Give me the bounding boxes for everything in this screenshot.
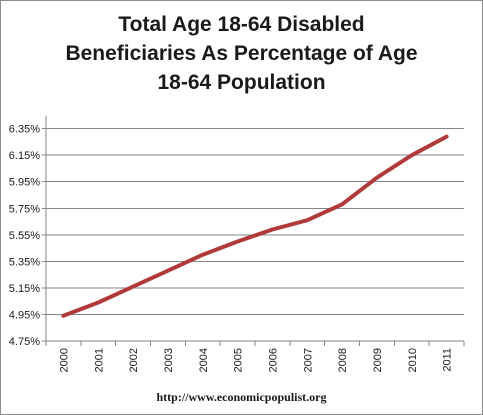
y-tick-label: 6.35%: [9, 124, 40, 136]
chart-title: Total Age 18-64 Disabled Beneficiaries A…: [65, 13, 418, 94]
x-tick-label: 2008: [337, 348, 349, 372]
x-tick-label: 2006: [267, 348, 279, 372]
x-tick-label: 2010: [407, 348, 419, 372]
x-tick-label: 2000: [58, 348, 70, 372]
y-tick-label: 6.15%: [9, 150, 40, 162]
x-tick-label: 2007: [302, 348, 314, 372]
series-line: [61, 134, 449, 318]
y-tick-label: 5.75%: [9, 203, 40, 215]
y-tick-label: 5.95%: [9, 177, 40, 189]
x-tick-label: 2002: [128, 348, 140, 372]
y-tick-label: 4.95%: [9, 309, 40, 321]
x-tick-label: 2003: [163, 348, 175, 372]
y-tick-label: 5.35%: [9, 256, 40, 268]
x-tick-label: 2009: [372, 348, 384, 372]
series-layer: [61, 134, 449, 318]
y-tick-label: 5.15%: [9, 283, 40, 295]
y-tick-labels: 4.75% 4.95% 5.15% 5.35% 5.55% 5.75% 5.95% 6.15%…: [9, 124, 40, 348]
x-tick-label: 2011: [442, 348, 454, 372]
x-tick-labels: 2000 2001 2002 2003 2004 2005 2006 2007 2008 2009…: [58, 348, 453, 372]
y-tick-label: 4.75%: [9, 336, 40, 348]
x-tick-label: 2004: [198, 348, 210, 372]
source-url: http://www.economicpopulist.org: [156, 390, 327, 404]
x-tick-label: 2001: [93, 348, 105, 372]
x-tick-label: 2005: [233, 348, 245, 372]
gridlines: [46, 128, 464, 315]
axes: [42, 116, 465, 346]
y-tick-label: 5.55%: [9, 230, 40, 242]
